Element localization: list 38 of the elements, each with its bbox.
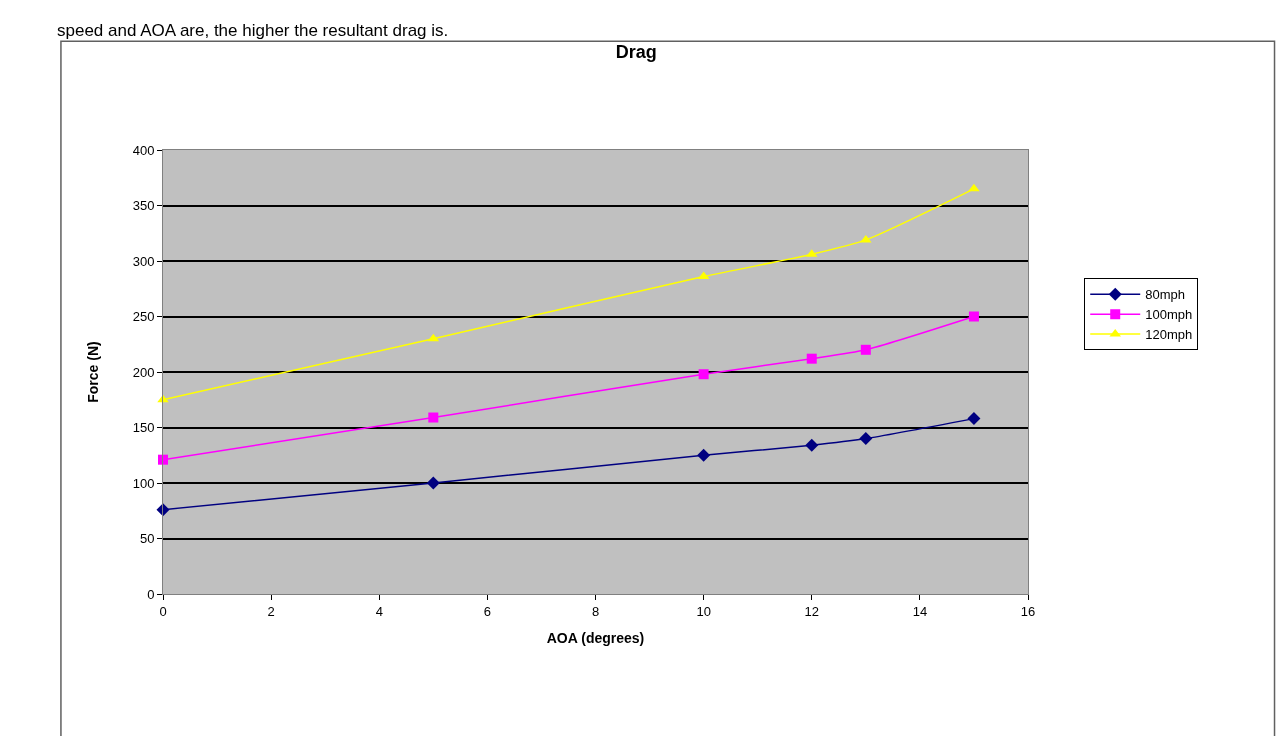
- point: [859, 432, 873, 446]
- x-tick-label: 4: [375, 603, 383, 619]
- point: [967, 412, 981, 426]
- point: [968, 311, 979, 322]
- point: [426, 476, 440, 490]
- point: [806, 353, 817, 364]
- legend-label: 120mph: [1145, 327, 1193, 343]
- x-axis-title: AOA (degrees): [546, 629, 645, 646]
- x-tick-label: 6: [483, 603, 491, 619]
- y-tick-label: 400: [132, 142, 155, 158]
- y-tick-label: 150: [132, 420, 155, 436]
- y-axis-title: Force (N): [85, 341, 102, 403]
- text: speed and AOA are, the higher the resultant drag is.: [57, 21, 449, 40]
- point: [860, 234, 872, 243]
- point: [805, 438, 819, 452]
- y-tick-label: 200: [132, 364, 155, 380]
- x-tick-label: 12: [804, 603, 819, 619]
- point: [697, 448, 711, 462]
- x-tick-label: 2: [267, 603, 275, 619]
- y-tick-label: 0: [147, 586, 155, 602]
- point: [698, 369, 709, 380]
- x-tick-label: 0: [159, 603, 167, 619]
- y-tick-label: 250: [132, 309, 155, 325]
- y-tick-label: 350: [132, 198, 155, 214]
- legend-label: 80mph: [1145, 287, 1185, 303]
- x-tick-label: 14: [912, 603, 928, 619]
- y-tick-label: 100: [132, 475, 155, 491]
- point: [860, 344, 871, 355]
- y-tick-label: 300: [132, 253, 155, 269]
- point: [428, 412, 439, 423]
- y-tick-label: 50: [139, 531, 155, 547]
- chart-title: Drag: [615, 41, 657, 62]
- x-tick-label: 8: [591, 603, 600, 619]
- point: [968, 183, 980, 192]
- point: [158, 454, 168, 465]
- x-tick-label: 16: [1020, 603, 1036, 619]
- x-tick-label: 10: [696, 603, 711, 619]
- legend-label: 100mph: [1145, 307, 1193, 323]
